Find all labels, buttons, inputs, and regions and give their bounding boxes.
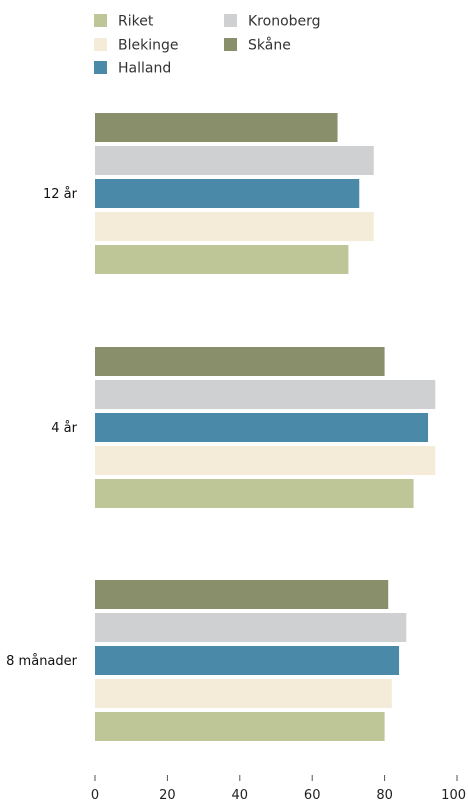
bar-kronoberg-0 — [95, 146, 374, 175]
category-label-2: 8 månader — [6, 654, 77, 669]
x-tick-label-60: 60 — [304, 788, 321, 801]
category-label-1: 4 år — [51, 421, 77, 436]
legend-label-sk-ne: Skåne — [248, 37, 291, 54]
legend-swatch-blekinge — [94, 38, 107, 51]
bar-kronoberg-1 — [95, 380, 436, 409]
legend-label-blekinge: Blekinge — [118, 38, 178, 54]
legend-label-halland: Halland — [118, 61, 171, 77]
bars — [95, 113, 436, 741]
bar-halland-1 — [95, 413, 429, 442]
bar-halland-2 — [95, 646, 400, 675]
bar-sk-ne-0 — [95, 113, 338, 142]
legend: Riket Kronoberg Blekinge Skåne Halland — [94, 14, 321, 77]
bar-riket-2 — [95, 712, 385, 741]
bar-blekinge-1 — [95, 446, 436, 475]
x-tick-label-40: 40 — [232, 788, 249, 801]
bar-halland-0 — [95, 179, 360, 208]
x-tick-label-0: 0 — [91, 788, 99, 801]
category-label-0: 12 år — [43, 187, 78, 202]
legend-label-kronoberg: Kronoberg — [248, 14, 321, 30]
x-tick-label-100: 100 — [441, 788, 466, 801]
bar-blekinge-2 — [95, 679, 392, 708]
legend-swatch-kronoberg — [224, 14, 237, 27]
bar-riket-1 — [95, 479, 414, 508]
legend-swatch-halland — [94, 61, 107, 74]
x-tick-label-20: 20 — [159, 788, 176, 801]
bar-blekinge-0 — [95, 212, 374, 241]
legend-label-riket: Riket — [118, 14, 154, 30]
category-labels: 12 år 4 år 8 månader — [6, 187, 77, 669]
x-tick-label-80: 80 — [376, 788, 393, 801]
legend-swatch-riket — [94, 14, 107, 27]
bar-riket-0 — [95, 245, 349, 274]
legend-swatch-sk-ne — [224, 38, 237, 51]
bar-sk-ne-1 — [95, 347, 385, 376]
bar-sk-ne-2 — [95, 580, 389, 609]
x-axis: 0 20 40 60 80 100 — [91, 775, 466, 801]
bar-kronoberg-2 — [95, 613, 407, 642]
